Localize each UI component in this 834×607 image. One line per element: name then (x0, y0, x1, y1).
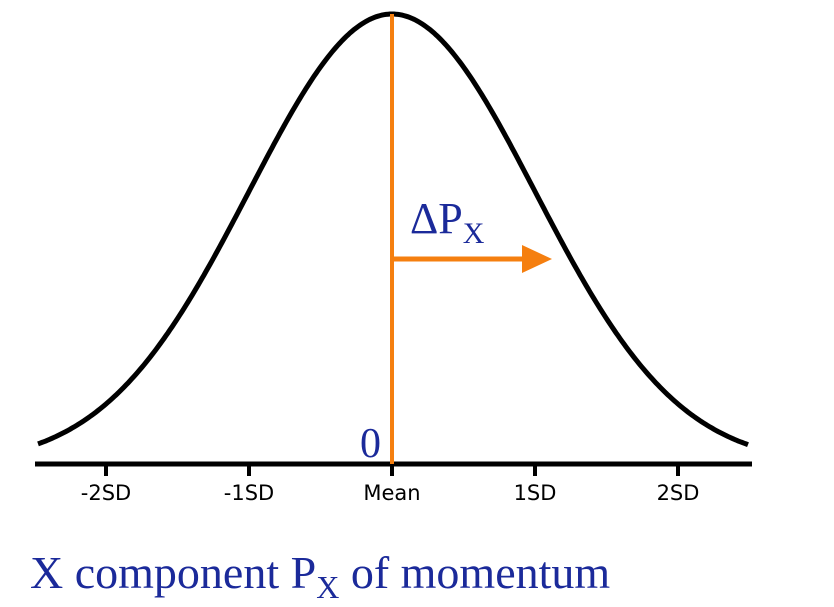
tick-label: 1SD (514, 481, 557, 505)
tick-label: 2SD (657, 481, 700, 505)
origin-label: 0 (360, 421, 381, 467)
axis-ticks: -2SD -1SD Mean 1SD 2SD (81, 464, 700, 505)
tick-label: Mean (363, 481, 420, 505)
delta-label: ΔPX (410, 194, 485, 250)
tick-label: -2SD (81, 481, 131, 505)
caption: X component PX of momentum (30, 547, 610, 605)
tick-label: -1SD (224, 481, 274, 505)
arrow-head (522, 245, 552, 273)
